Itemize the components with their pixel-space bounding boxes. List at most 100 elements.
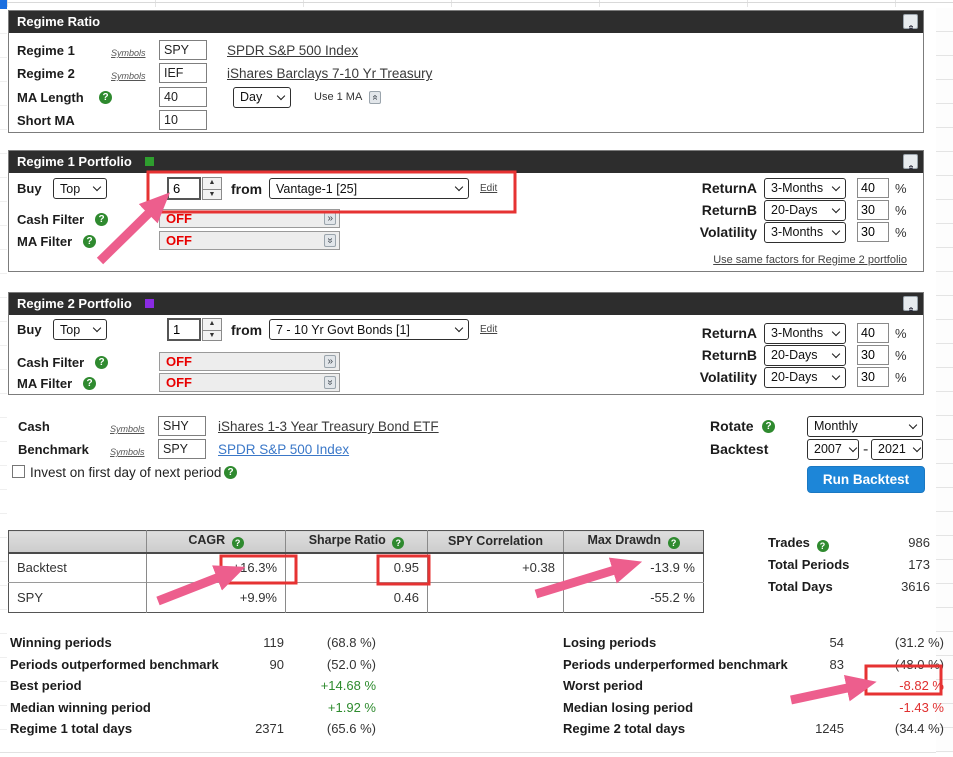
cash-filter-toggle[interactable]: OFF »	[159, 209, 340, 228]
ma-filter-toggle[interactable]: OFF »	[159, 373, 340, 392]
regime1-ticker-input[interactable]	[159, 40, 207, 60]
percent-sign: %	[895, 203, 907, 218]
regime2-ticker-input[interactable]	[159, 63, 207, 83]
chevron-down-icon	[831, 226, 841, 235]
background-grid-strip-left	[0, 10, 7, 750]
help-icon[interactable]: ?	[95, 356, 108, 369]
buy-count-input[interactable]	[167, 177, 201, 200]
help-icon[interactable]: ?	[99, 91, 112, 104]
buy-mode-select[interactable]: Top	[53, 178, 107, 199]
from-label: from	[231, 181, 263, 197]
benchmark-label: Benchmark	[18, 442, 89, 457]
collapse-icon[interactable]: «	[903, 14, 918, 30]
symbols-link[interactable]: Symbols	[111, 71, 146, 81]
stat-value: 173	[908, 557, 930, 572]
ma-length-input[interactable]	[159, 87, 207, 107]
results-header-spy-correlation: SPY Correlation	[427, 530, 564, 554]
rotate-select[interactable]: Monthly	[807, 416, 923, 437]
help-icon[interactable]: ?	[816, 540, 829, 552]
returna-period-select[interactable]: 3-Months	[764, 178, 846, 199]
stat-row-regime1-days: Regime 1 total days 2371 (65.6 %)	[10, 721, 376, 736]
returna-weight-input[interactable]	[857, 178, 889, 198]
help-icon[interactable]: ?	[762, 420, 775, 433]
backtest-from-select[interactable]: 2007	[807, 439, 859, 460]
stepper-down-icon[interactable]: ▼	[203, 330, 221, 341]
help-icon[interactable]: ?	[83, 235, 96, 248]
benchmark-ticker-link[interactable]: SPDR S&P 500 Index	[218, 442, 350, 457]
buy-count-stepper[interactable]: ▲ ▼	[202, 177, 222, 200]
help-icon[interactable]: ?	[224, 466, 237, 479]
stat-value: 3616	[901, 579, 930, 594]
results-header-sharpe: Sharpe Ratio ?	[285, 530, 428, 554]
regime1-ticker-link[interactable]: SPDR S&P 500 Index	[227, 43, 359, 58]
help-icon[interactable]: ?	[95, 213, 108, 226]
returna-period-select[interactable]: 3-Months	[764, 323, 846, 344]
backtest-to-select[interactable]: 2021	[871, 439, 923, 460]
short-ma-input[interactable]	[159, 110, 207, 130]
buy-mode-select[interactable]: Top	[53, 319, 107, 340]
percent-sign: %	[895, 370, 907, 385]
regime-ratio-panel: Regime Ratio « Regime 1 Symbols SPDR S&P…	[8, 10, 924, 133]
cash-filter-label: Cash Filter	[17, 212, 85, 227]
max-drawdown-cell: -55.2 %	[563, 582, 704, 613]
returna-weight-input[interactable]	[857, 323, 889, 343]
sharpe-cell: 0.95	[285, 552, 428, 583]
volatility-period-select[interactable]: 20-Days	[764, 367, 846, 388]
universe-select[interactable]: 7 - 10 Yr Govt Bonds [1]	[269, 319, 469, 340]
stepper-down-icon[interactable]: ▼	[203, 189, 221, 200]
chevron-down-icon	[831, 182, 841, 191]
help-icon[interactable]: ?	[667, 537, 680, 550]
buy-count-stepper[interactable]: ▲ ▼	[202, 318, 222, 341]
double-down-chevron-icon[interactable]: »	[324, 234, 336, 247]
edit-universe-link[interactable]: Edit	[480, 324, 498, 335]
double-down-chevron-icon[interactable]: »	[324, 376, 336, 389]
chevron-down-icon	[92, 182, 102, 191]
run-backtest-button[interactable]: Run Backtest	[807, 466, 925, 493]
stat-value: 986	[908, 535, 930, 550]
symbols-link[interactable]: Symbols	[111, 48, 146, 58]
returnb-period-select[interactable]: 20-Days	[764, 200, 846, 221]
stat-row-median-losing: Median losing period -1.43 %	[563, 699, 944, 715]
help-icon[interactable]: ?	[83, 377, 96, 390]
returnb-weight-input[interactable]	[857, 200, 889, 220]
cagr-cell: +16.3%	[146, 552, 286, 583]
symbols-link[interactable]: Symbols	[110, 447, 145, 457]
panel-title: Regime 2 Portfolio	[17, 296, 132, 311]
returnb-weight-input[interactable]	[857, 345, 889, 365]
double-right-chevron-icon[interactable]: »	[324, 355, 336, 368]
help-icon[interactable]: ?	[231, 537, 244, 550]
use-one-ma-toggle-icon[interactable]: «	[369, 91, 381, 104]
cash-label: Cash	[18, 419, 50, 434]
cash-ticker-link[interactable]: iShares 1-3 Year Treasury Bond ETF	[218, 419, 439, 434]
chevron-down-icon	[912, 443, 922, 452]
volatility-period-select[interactable]: 3-Months	[764, 222, 846, 243]
edit-universe-link[interactable]: Edit	[480, 183, 498, 194]
regime2-ticker-link[interactable]: iShares Barclays 7-10 Yr Treasury	[227, 66, 433, 81]
universe-select[interactable]: Vantage-1 [25]	[269, 178, 469, 199]
double-right-chevron-icon[interactable]: »	[324, 212, 336, 225]
background-grid-strip-right	[936, 8, 953, 753]
stat-row-regime2-days: Regime 2 total days 1245 (34.4 %)	[563, 721, 944, 736]
stepper-up-icon[interactable]: ▲	[208, 179, 216, 186]
volatility-weight-input[interactable]	[857, 222, 889, 242]
collapse-icon[interactable]: «	[903, 296, 918, 312]
cash-ticker-input[interactable]	[158, 416, 206, 436]
table-row: SPY +9.9% 0.46 -55.2 %	[8, 582, 704, 613]
symbols-link[interactable]: Symbols	[110, 424, 145, 434]
ma-filter-toggle[interactable]: OFF »	[159, 231, 340, 250]
cash-filter-toggle[interactable]: OFF »	[159, 352, 340, 371]
use-same-factors-link[interactable]: Use same factors for Regime 2 portfolio	[713, 254, 907, 266]
benchmark-ticker-input[interactable]	[158, 439, 206, 459]
returnb-period-select[interactable]: 20-Days	[764, 345, 846, 366]
ma-period-select[interactable]: Day	[233, 87, 291, 108]
top-left-accent-square	[0, 0, 7, 9]
stepper-up-icon[interactable]: ▲	[208, 320, 216, 327]
collapse-icon[interactable]: «	[903, 154, 918, 170]
rotate-label: Rotate	[710, 418, 754, 434]
buy-count-input[interactable]	[167, 318, 201, 341]
spy-correlation-cell	[427, 582, 564, 613]
volatility-weight-input[interactable]	[857, 367, 889, 387]
chevron-down-icon	[92, 323, 102, 332]
invest-next-period-checkbox[interactable]	[12, 465, 25, 478]
help-icon[interactable]: ?	[392, 537, 405, 550]
